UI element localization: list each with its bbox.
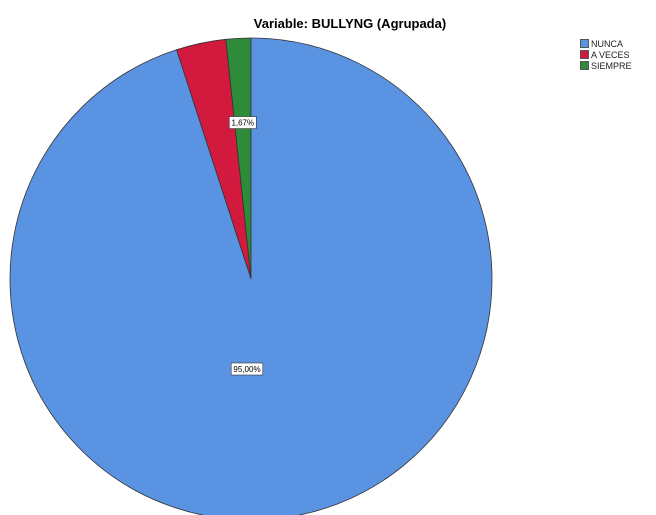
legend-label-nunca: NUNCA [591,38,624,49]
svg-text:95,00%: 95,00% [233,365,260,374]
pie-slice-nunca [9,37,493,515]
legend: NUNCA A VECES SIEMPRE [580,38,632,71]
legend-swatch-siempre [580,61,589,70]
chart-title: Variable: BULLYNG (Agrupada) [253,16,447,31]
legend-item: A VECES [580,49,632,60]
svg-text:1,67%: 1,67% [231,119,254,128]
data-label-nunca: 95,00% [230,362,264,376]
legend-swatch-nunca [580,39,589,48]
legend-item: SIEMPRE [580,60,632,71]
legend-label-siempre: SIEMPRE [591,60,632,71]
legend-item: NUNCA [580,38,632,49]
legend-swatch-a-veces [580,50,589,59]
legend-label-a-veces: A VECES [591,49,630,60]
data-label-siempre: 1,67% [228,116,257,129]
